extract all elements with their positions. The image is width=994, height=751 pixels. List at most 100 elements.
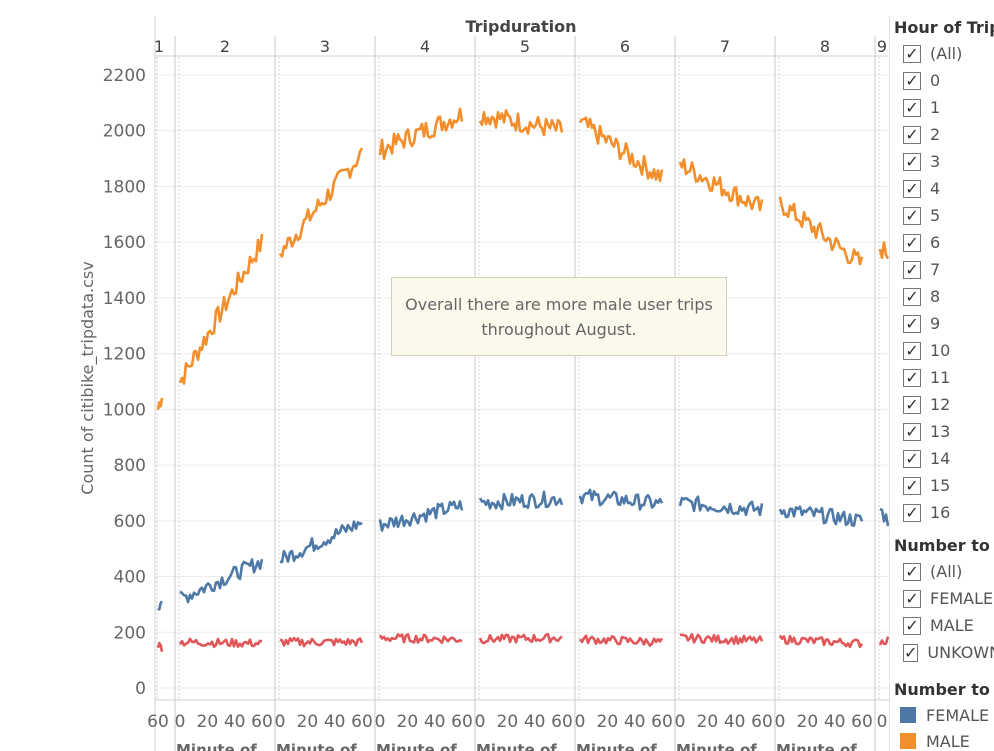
legend-item[interactable]: FEMALE [890, 702, 994, 728]
x-tick-label: 20 [197, 712, 219, 732]
series-line-female-8 [778, 505, 864, 527]
checkbox-checked-icon[interactable]: ✓ [903, 206, 921, 225]
x-tick-label: 40 [224, 712, 246, 732]
checkbox-checked-icon[interactable]: ✓ [903, 368, 921, 387]
filter-panel: Hour of Trip ✓ (All) ✓ 0 ✓ 1 ✓ 2 ✓ 3 ✓ 4 ✓ 5 ✓ 6 ✓ 7 ✓ 8 ✓ 9 ✓… [889, 16, 994, 751]
hour-filter-list: ✓ (All) ✓ 0 ✓ 1 ✓ 2 ✓ 3 ✓ 4 ✓ 5 ✓ 6 ✓ 7 ✓ 8 ✓ 9 ✓ 10 ✓ 11 ✓ 12 ✓ 13 ✓ 1… [890, 40, 994, 526]
series-line-female-6 [578, 488, 664, 511]
checkbox-checked-icon[interactable]: ✓ [903, 314, 921, 333]
hour-filter-item[interactable]: ✓ 15 [890, 472, 994, 499]
x-tick-label: 20 [597, 712, 619, 732]
hour-filter-title: Hour of Trip [894, 18, 994, 37]
series-line-unkown-6 [578, 634, 664, 647]
series-line-female-4 [378, 500, 464, 532]
series-line-male-9 [878, 241, 890, 260]
hour-filter-item[interactable]: ✓ 5 [890, 202, 994, 229]
panel-header-8: 8 [820, 37, 830, 56]
hour-filter-item[interactable]: ✓ 16 [890, 499, 994, 526]
checkbox-checked-icon[interactable]: ✓ [903, 616, 921, 635]
checkbox-checked-icon[interactable]: ✓ [903, 260, 921, 279]
hour-filter-item[interactable]: ✓ 4 [890, 175, 994, 202]
chart-title: Tripduration [465, 17, 576, 36]
panel-header-1: 1 [154, 37, 164, 56]
x-axis-label: Minute of ... [776, 741, 879, 751]
hour-filter-item[interactable]: ✓ 0 [890, 67, 994, 94]
y-tick-label: 600 [114, 512, 146, 532]
x-tick-label: 60 [651, 712, 673, 732]
y-tick-label: 1600 [103, 233, 146, 253]
hour-filter-item[interactable]: ✓ 14 [890, 445, 994, 472]
hour-filter-label: 10 [930, 341, 951, 360]
hour-filter-label: 14 [930, 449, 951, 468]
hour-filter-label: 16 [930, 503, 951, 522]
y-tick-label: 400 [114, 568, 146, 588]
hour-filter-item[interactable]: ✓ 6 [890, 229, 994, 256]
hour-filter-item[interactable]: ✓ 9 [890, 310, 994, 337]
hour-filter-item[interactable]: ✓ 2 [890, 121, 994, 148]
hour-filter-item[interactable]: ✓ 13 [890, 418, 994, 445]
hour-filter-item[interactable]: ✓ 11 [890, 364, 994, 391]
checkbox-checked-icon[interactable]: ✓ [903, 179, 921, 198]
hour-filter-item[interactable]: ✓ 12 [890, 391, 994, 418]
checkbox-checked-icon[interactable]: ✓ [903, 422, 921, 441]
panel-header-4: 4 [420, 37, 430, 56]
legend-swatch [900, 733, 916, 749]
series-line-female-5 [478, 490, 564, 511]
hour-filter-item[interactable]: ✓ 1 [890, 94, 994, 121]
checkbox-checked-icon[interactable]: ✓ [903, 589, 921, 608]
checkbox-checked-icon[interactable]: ✓ [903, 152, 921, 171]
hour-filter-label: 3 [930, 152, 941, 171]
hour-filter-label: 7 [930, 260, 941, 279]
hour-filter-item[interactable]: ✓ 3 [890, 148, 994, 175]
x-tick-label: 40 [624, 712, 646, 732]
gender-filter-item[interactable]: ✓ UNKOWN [890, 639, 994, 666]
checkbox-checked-icon[interactable]: ✓ [903, 287, 921, 306]
y-tick-label: 1400 [103, 289, 146, 309]
checkbox-checked-icon[interactable]: ✓ [903, 395, 921, 414]
series-line-female-9 [879, 507, 890, 527]
checkbox-checked-icon[interactable]: ✓ [903, 449, 921, 468]
checkbox-checked-icon[interactable]: ✓ [903, 125, 921, 144]
y-tick-label: 2000 [103, 122, 146, 142]
checkbox-checked-icon[interactable]: ✓ [903, 44, 921, 63]
series-line-female-2 [179, 558, 264, 604]
x-tick-label: 60 [851, 712, 873, 732]
y-tick-label: 2200 [103, 66, 146, 86]
hour-filter-item[interactable]: ✓ 10 [890, 337, 994, 364]
checkbox-checked-icon[interactable]: ✓ [903, 233, 921, 252]
annotation-box: Overall there are more male user trips t… [391, 277, 727, 356]
hour-filter-label: 6 [930, 233, 941, 252]
legend-item[interactable]: MALE [890, 728, 994, 751]
x-axis-label: Minute of ... [676, 741, 779, 751]
hour-filter-label: 9 [930, 314, 941, 333]
series-line-unkown-7 [679, 632, 764, 646]
panel-header-9: 9 [877, 37, 887, 56]
gender-filter-item[interactable]: ✓ MALE [890, 612, 994, 639]
series-line-unkown-9 [878, 636, 890, 646]
checkbox-checked-icon[interactable]: ✓ [903, 341, 921, 360]
gender-filter-item[interactable]: ✓ (All) [890, 558, 994, 585]
checkbox-checked-icon[interactable]: ✓ [903, 562, 921, 581]
series-line-male-8 [778, 196, 864, 266]
hour-filter-label: 5 [930, 206, 941, 225]
checkbox-checked-icon[interactable]: ✓ [903, 642, 919, 662]
y-axis-label: Count of citibike_tripdata.csv [78, 261, 98, 494]
x-tick-label: 0 [575, 712, 586, 732]
hour-filter-item[interactable]: ✓ 7 [890, 256, 994, 283]
legend: FEMALE MALE [890, 702, 994, 751]
checkbox-checked-icon[interactable]: ✓ [903, 98, 921, 117]
hour-filter-label: 0 [930, 71, 941, 90]
hour-filter-item[interactable]: ✓ 8 [890, 283, 994, 310]
legend-swatch [900, 707, 916, 723]
checkbox-checked-icon[interactable]: ✓ [903, 71, 921, 90]
series-line-unkown-4 [378, 633, 463, 645]
x-axis-label: Minute of ... [376, 741, 479, 751]
gender-filter-label: MALE [930, 616, 974, 635]
hour-filter-item[interactable]: ✓ (All) [890, 40, 994, 67]
x-tick-label: 40 [524, 712, 546, 732]
checkbox-checked-icon[interactable]: ✓ [903, 503, 921, 522]
gender-filter-item[interactable]: ✓ FEMALE [890, 585, 994, 612]
checkbox-checked-icon[interactable]: ✓ [903, 476, 921, 495]
series-line-male-2 [178, 234, 264, 385]
